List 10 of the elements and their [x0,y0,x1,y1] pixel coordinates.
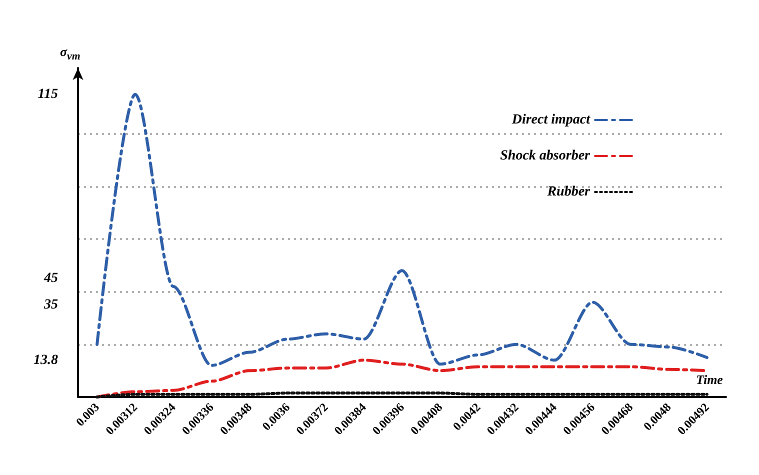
y-axis-title: σ$_{vm}$ [60,44,80,63]
y-tick-label: 45 [43,271,58,286]
line-series [96,92,708,367]
x-axis-title: Time [696,372,724,387]
y-tick-label: 35 [43,297,58,312]
legend-label: Rubber [546,184,591,200]
legend-label: Direct impact [510,112,592,128]
y-tick-label: 115 [38,86,58,102]
y-tick-label: 13.8 [34,353,58,368]
legend-label: Shock absorber [500,148,591,164]
